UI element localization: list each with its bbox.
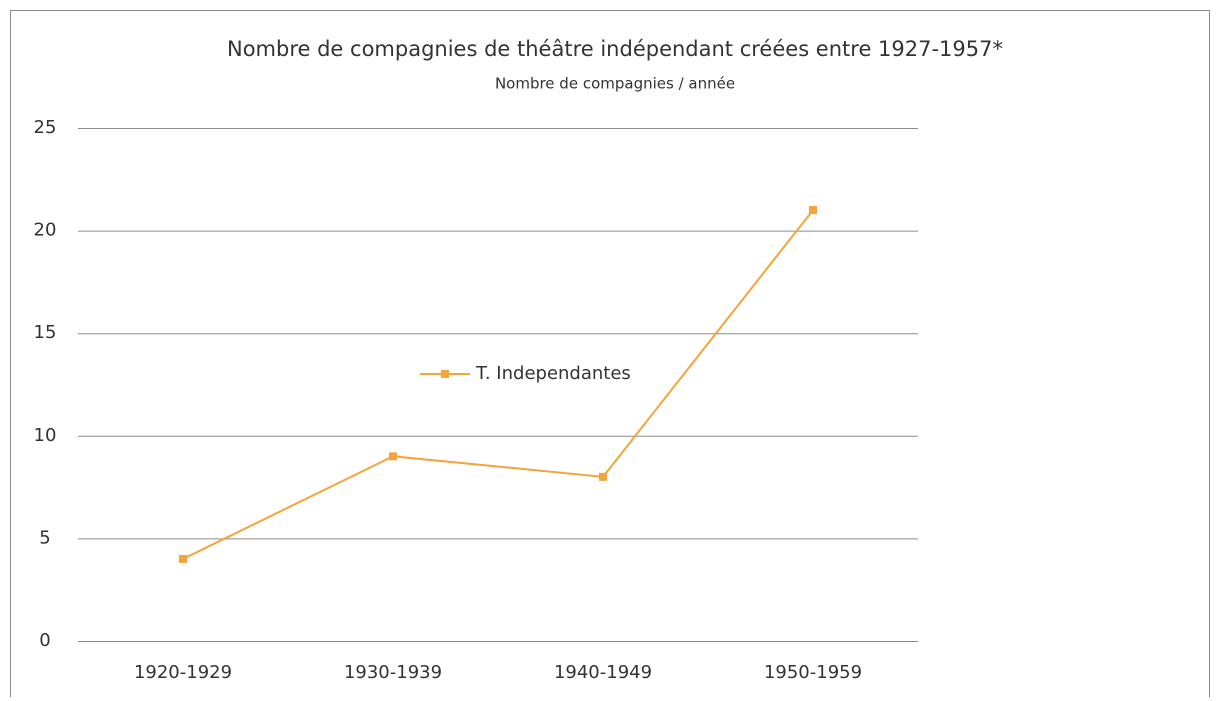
y-tick-label: 20 [34,220,57,241]
y-tick-label: 5 [39,527,50,548]
y-tick-label: 10 [34,425,57,446]
legend-label: T. Independantes [475,363,631,384]
series-line [182,209,814,560]
point-marker [809,206,817,215]
x-tick-label: 1920-1929 [134,662,232,683]
y-tick-label: 25 [34,117,57,138]
x-tick-label: 1950-1959 [764,662,862,683]
y-tick-label: 0 [39,630,50,651]
x-tick-label: 1940-1949 [554,662,652,683]
chart-subtitle: Nombre de compagnies / année [495,75,735,93]
chart-border [10,10,1210,701]
point-marker [179,554,187,563]
x-tick-label: 1930-1939 [344,662,442,683]
chart-title: Nombre de compagnies de théâtre indépend… [227,37,1003,61]
legend-marker [441,370,449,378]
y-tick-label: 15 [34,322,57,343]
point-marker [389,452,397,461]
point-marker [599,472,607,481]
